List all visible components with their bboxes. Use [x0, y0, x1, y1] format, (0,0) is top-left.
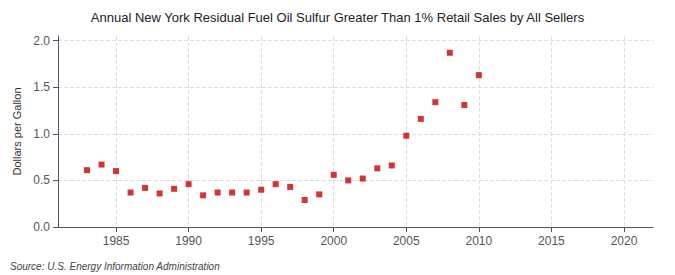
svg-text:1985: 1985	[103, 234, 130, 248]
svg-text:1.0: 1.0	[33, 127, 50, 141]
svg-text:Source: U.S. Energy Informatio: Source: U.S. Energy Information Administ…	[10, 261, 220, 272]
svg-text:2015: 2015	[538, 234, 565, 248]
svg-text:2020: 2020	[611, 234, 638, 248]
svg-text:Dollars per Gallon: Dollars per Gallon	[11, 87, 23, 175]
svg-text:0.5: 0.5	[33, 173, 50, 187]
svg-text:2000: 2000	[320, 234, 347, 248]
svg-text:1995: 1995	[248, 234, 275, 248]
svg-text:1990: 1990	[175, 234, 202, 248]
svg-text:2.0: 2.0	[33, 34, 50, 48]
svg-text:0.0: 0.0	[33, 220, 50, 234]
svg-text:2005: 2005	[393, 234, 420, 248]
svg-text:2010: 2010	[466, 234, 493, 248]
svg-text:1.5: 1.5	[33, 80, 50, 94]
svg-text:Annual New York Residual Fuel: Annual New York Residual Fuel Oil Sulfur…	[91, 10, 585, 25]
